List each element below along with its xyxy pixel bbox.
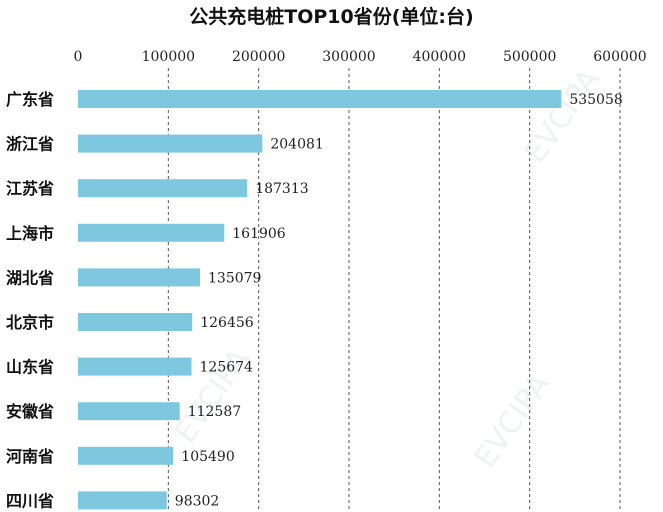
- category-label: 湖北省: [6, 268, 54, 287]
- category-label: 安徽省: [6, 402, 54, 421]
- category-label: 四川省: [6, 491, 54, 510]
- x-tick-label: 100000: [142, 49, 195, 65]
- bar: [78, 357, 192, 376]
- value-labels: 535058 204081 187313 161906 135079 126456 1256…: [175, 92, 623, 509]
- data-label: 98302: [175, 493, 220, 509]
- data-label: 535058: [569, 92, 622, 108]
- category-label: 山东省: [6, 358, 54, 377]
- category-label: 上海市: [6, 224, 54, 243]
- x-axis-ticks: 0 100000 200000 300000 400000 500000 600000: [74, 49, 647, 65]
- watermark-text: EVCIPA: [518, 62, 608, 169]
- data-label: 204081: [270, 137, 323, 153]
- category-label: 北京市: [6, 313, 54, 332]
- bar: [78, 446, 174, 465]
- watermark-text: EVCIPA: [468, 367, 558, 474]
- data-label: 105490: [181, 449, 234, 465]
- x-tick-label: 500000: [503, 49, 556, 65]
- bar: [78, 402, 180, 421]
- category-label: 广东省: [6, 90, 54, 109]
- data-label: 135079: [208, 270, 261, 286]
- data-label: 112587: [188, 404, 241, 420]
- data-label: 161906: [232, 226, 286, 242]
- bar: [78, 90, 562, 108]
- bar: [78, 179, 248, 198]
- data-label: 125674: [200, 360, 254, 376]
- category-label: 江苏省: [6, 179, 54, 198]
- x-tick-label: 600000: [593, 49, 646, 65]
- bar: [78, 223, 225, 242]
- bar: [78, 268, 201, 287]
- bar: [78, 313, 193, 331]
- x-tick-label: 200000: [232, 49, 285, 65]
- bar: [78, 134, 263, 153]
- x-tick-label: 400000: [413, 49, 466, 65]
- bars: [78, 90, 562, 510]
- chart-title: 公共充电桩TOP10省份(单位:台): [189, 6, 474, 28]
- data-label: 126456: [200, 315, 254, 331]
- category-label: 河南省: [6, 447, 54, 466]
- x-tick-label: 300000: [322, 49, 375, 65]
- data-label: 187313: [255, 181, 308, 197]
- category-label: 浙江省: [6, 135, 54, 154]
- bar: [78, 491, 167, 510]
- x-tick-label: 0: [74, 49, 83, 65]
